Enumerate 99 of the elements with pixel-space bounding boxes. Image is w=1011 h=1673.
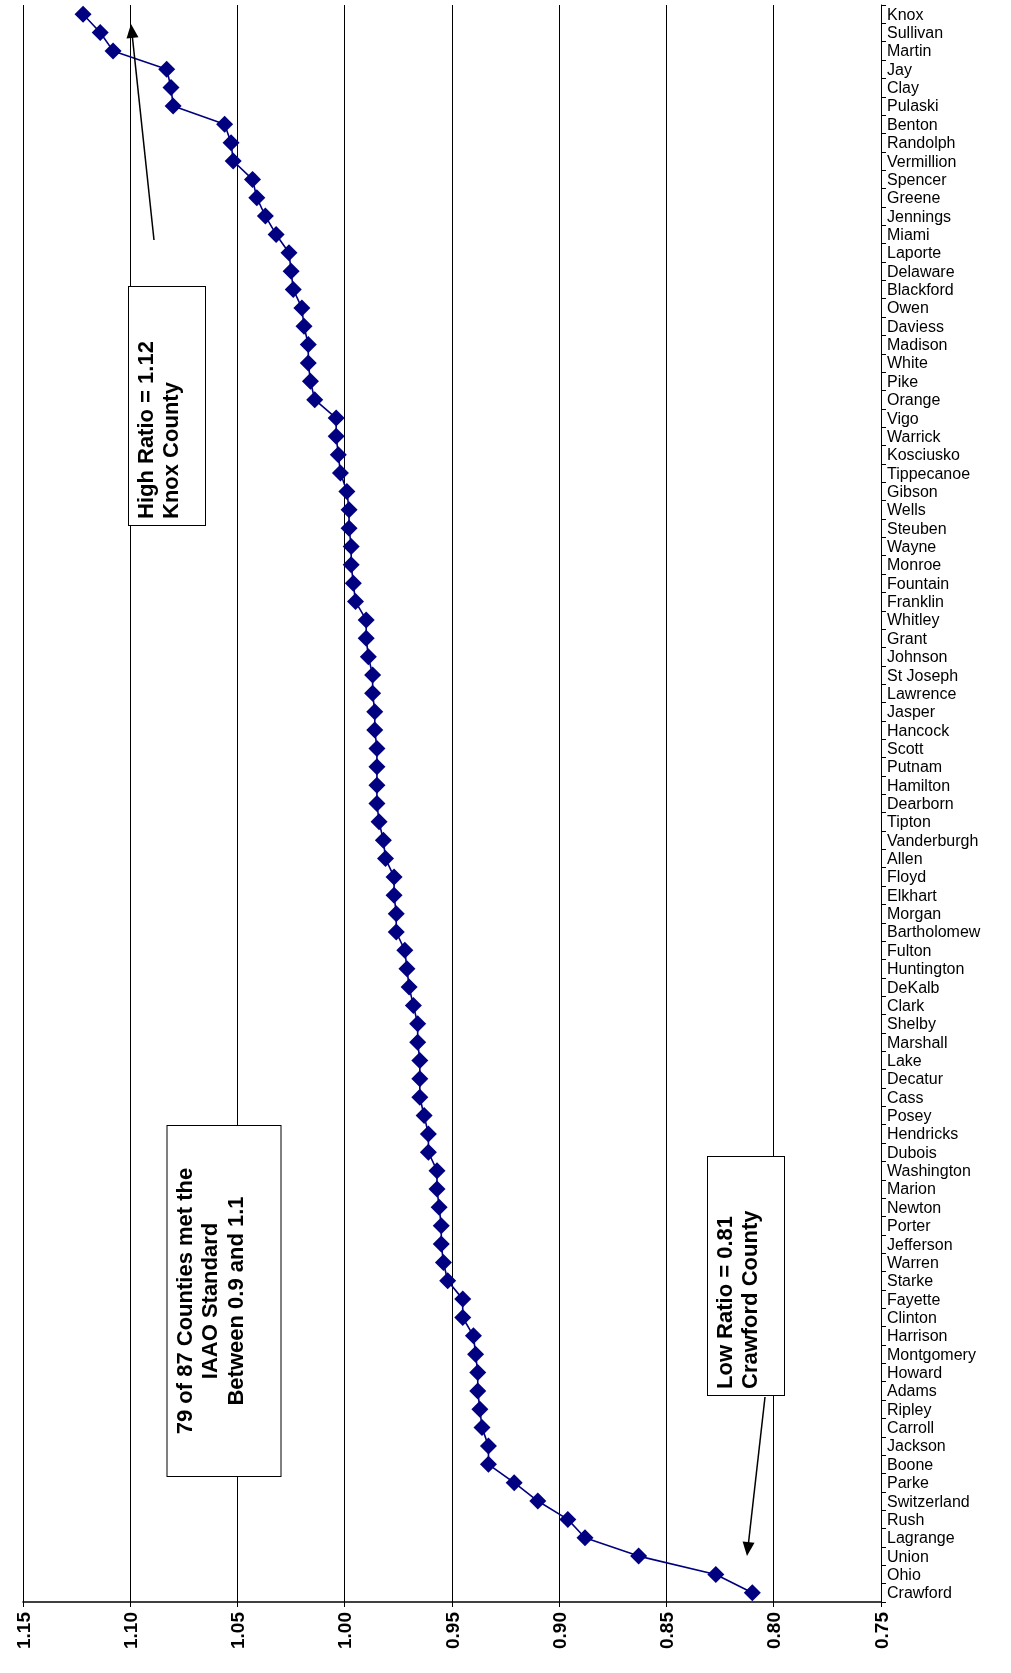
y-tick-label: Greene [887, 189, 941, 207]
y-tick-label: Dubois [887, 1143, 937, 1161]
y-tick-label: Lawrence [887, 684, 957, 702]
y-tick-label: Owen [887, 299, 929, 317]
y-tick-label: Adams [887, 1382, 937, 1400]
y-tick-label: Elkhart [887, 886, 938, 904]
y-tick-label: Clinton [887, 1308, 937, 1326]
y-tick-label: Montgomery [887, 1345, 976, 1363]
y-tick-label: Wayne [887, 538, 937, 556]
y-tick-label: Morgan [887, 905, 942, 923]
y-tick-label: Jennings [887, 207, 952, 225]
y-tick-label: Hendricks [887, 1125, 959, 1143]
y-tick-label: Johnson [887, 648, 948, 666]
y-tick-label: Orange [887, 391, 941, 409]
y-tick-label: Floyd [887, 868, 927, 886]
y-tick-label: Dearborn [887, 795, 954, 812]
y-tick-label: Ohio [887, 1565, 921, 1583]
y-tick-label: Boone [887, 1455, 934, 1473]
y-tick-label: Hancock [887, 721, 951, 739]
y-tick-label: St Joseph [887, 666, 959, 684]
y-tick-label: Pike [887, 372, 919, 390]
y-tick-label: Warren [887, 1253, 939, 1271]
y-tick-label: Decatur [887, 1070, 944, 1088]
y-tick-label: Spencer [887, 170, 948, 188]
y-tick-label: Randolph [887, 134, 956, 152]
y-tick-label: Howard [887, 1364, 943, 1382]
y-tick-label: Carroll [887, 1419, 935, 1437]
y-tick-label: Bartholomew [887, 923, 981, 941]
y-tick-label: Harrison [887, 1327, 948, 1345]
y-tick-label: Delaware [887, 262, 955, 280]
y-tick-label: Ripley [887, 1400, 932, 1418]
y-tick-label: Shelby [887, 1015, 936, 1033]
y-tick-label: Steuben [887, 519, 947, 537]
y-tick-label: Putnam [887, 758, 943, 776]
y-tick-label: Jay [887, 60, 912, 78]
x-tick-label: 0.95 [441, 1611, 463, 1649]
y-tick-label: Switzerland [887, 1492, 970, 1510]
y-tick-label: Laporte [887, 244, 942, 262]
y-tick-label: Franklin [887, 593, 944, 611]
y-tick-label: Newton [887, 1198, 942, 1216]
y-tick-label: Vanderburgh [887, 831, 979, 849]
note-box: 79 of 87 Counties met the IAAO Standard Between 0.9 and 1.1 [166, 1125, 282, 1477]
y-tick-label: Madison [887, 336, 948, 354]
y-tick-label: Porter [887, 1217, 932, 1235]
y-tick-label: Parke [887, 1474, 929, 1492]
y-tick-label: Gibson [887, 482, 938, 500]
y-tick-label: Fountain [887, 574, 950, 592]
y-tick-label: Clark [887, 996, 926, 1014]
y-tick-label: Marshall [887, 1033, 948, 1051]
y-tick-label: Kosciusko [887, 446, 961, 464]
y-tick-label: Vigo [887, 409, 919, 427]
y-tick-label: Tipton [887, 813, 931, 831]
y-tick-label: Tippecanoe [887, 464, 971, 482]
y-tick-label: Starke [887, 1272, 934, 1290]
y-tick-label: Scott [887, 739, 925, 757]
y-tick-label: Benton [887, 115, 938, 133]
y-tick-label: Washington [887, 1162, 971, 1180]
x-tick-label: 1.15 [12, 1611, 34, 1649]
y-tick-label: Clay [887, 79, 920, 97]
y-tick-label: Fayette [887, 1290, 941, 1308]
y-tick-label: Pulaski [887, 97, 939, 115]
y-tick-label: Fulton [887, 941, 932, 959]
y-tick-label: Wells [887, 501, 926, 519]
y-tick-label: Monroe [887, 556, 942, 574]
y-tick-label: Jefferson [887, 1235, 953, 1253]
y-tick-label: Huntington [887, 960, 965, 978]
x-tick-label: 1.05 [227, 1611, 248, 1649]
y-tick-label: Miami [887, 225, 930, 243]
y-tick-label: Lagrange [887, 1529, 955, 1547]
y-tick-label: Whitley [887, 611, 940, 629]
y-tick-label: Lake [887, 1051, 922, 1069]
y-tick-label: Grant [887, 629, 928, 647]
y-tick-label: White [887, 354, 928, 372]
y-tick-label: Warrick [887, 427, 942, 445]
x-tick-label: 1.00 [334, 1612, 356, 1649]
y-tick-label: Blackford [887, 281, 954, 299]
y-tick-label: Posey [887, 1107, 932, 1125]
x-tick-label: 0.80 [763, 1612, 785, 1649]
note-box: Low Ratio = 0.81 Crawford County [707, 1156, 785, 1396]
y-tick-label: Daviess [887, 317, 944, 335]
y-tick-label: Marion [887, 1180, 936, 1198]
x-tick-label: 0.75 [870, 1611, 892, 1649]
y-tick-label: Martin [887, 42, 932, 60]
y-tick-label: Rush [887, 1510, 925, 1528]
x-tick-label: 1.10 [119, 1612, 141, 1649]
y-tick-label: Allen [887, 850, 923, 868]
y-tick-label: DeKalb [887, 978, 940, 996]
note-box: High Ratio = 1.12 Knox County [128, 286, 206, 526]
y-tick-label: Hamilton [887, 776, 951, 794]
y-tick-label: Knox [887, 5, 924, 23]
y-tick-label: Vermillion [887, 152, 957, 170]
y-tick-label: Jasper [887, 703, 936, 721]
y-tick-label: Crawford [887, 1584, 952, 1602]
y-tick-label: Union [887, 1547, 929, 1565]
y-tick-label: Sullivan [887, 24, 944, 42]
y-tick-label: Jackson [887, 1437, 946, 1455]
x-tick-label: 0.90 [548, 1612, 570, 1649]
x-tick-label: 0.85 [656, 1611, 677, 1649]
y-tick-label: Cass [887, 1088, 924, 1106]
